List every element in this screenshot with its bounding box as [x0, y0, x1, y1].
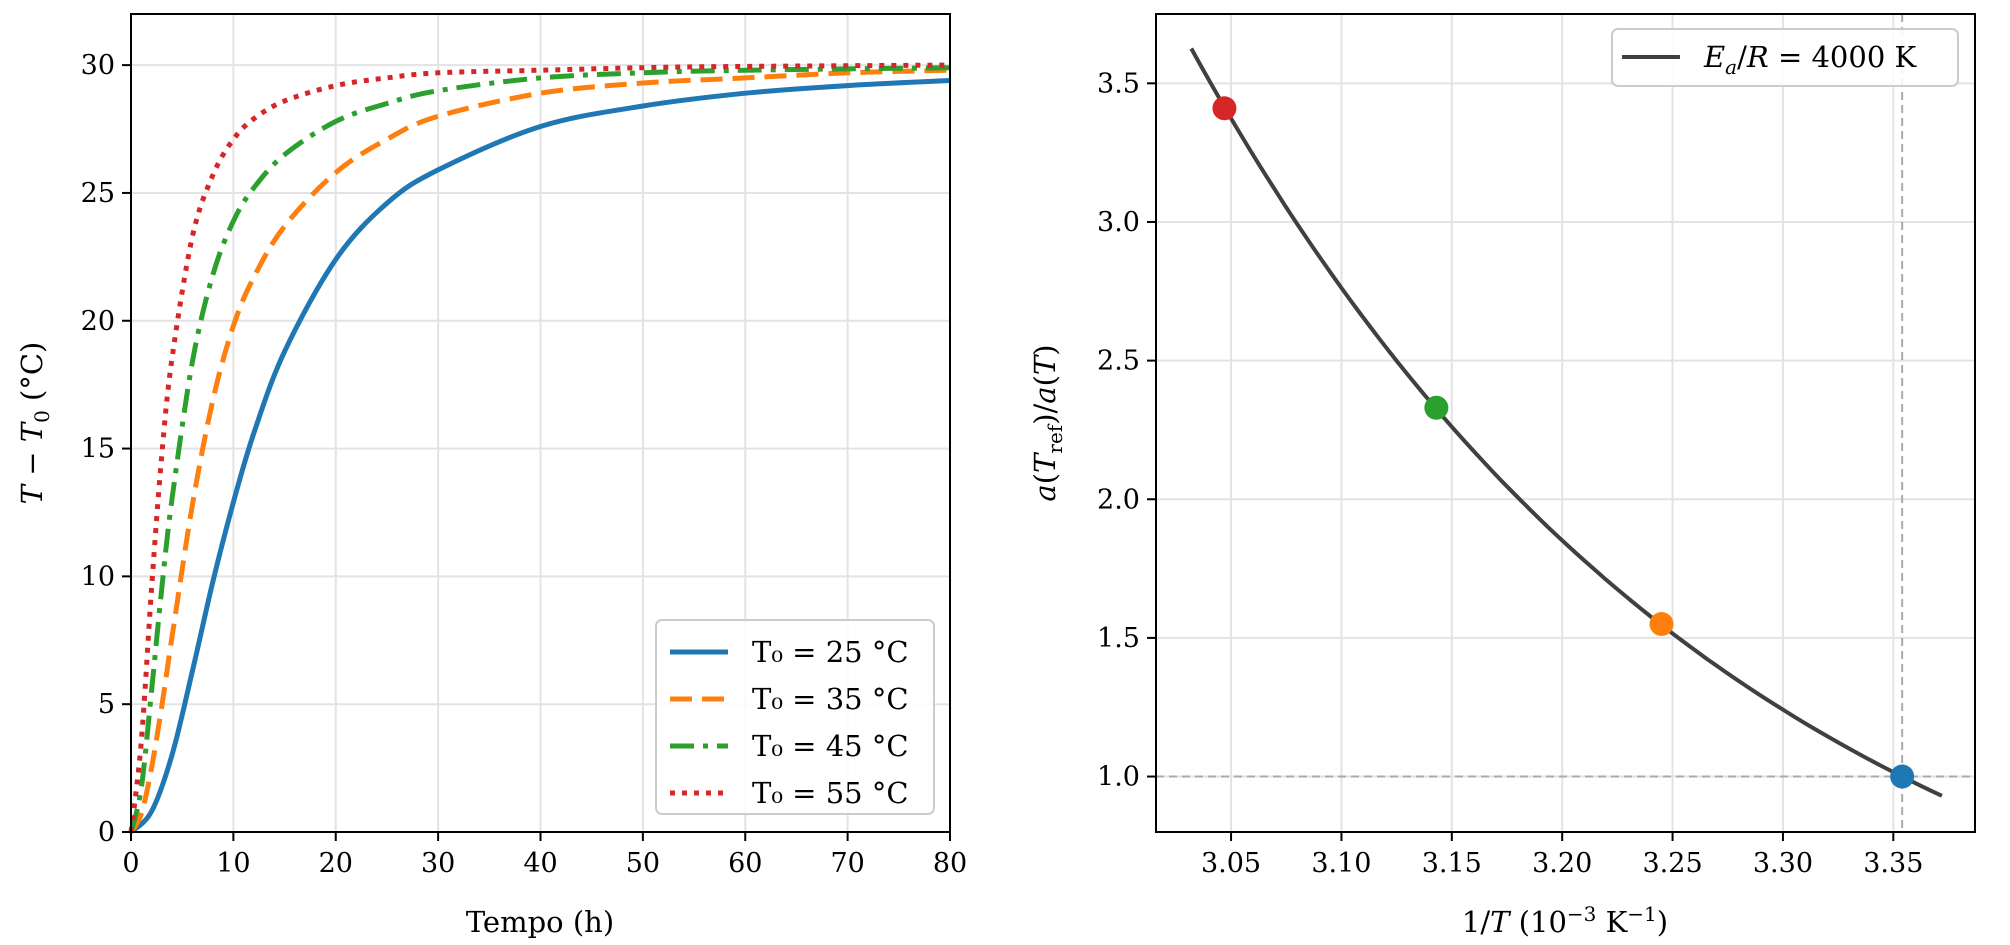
right-x-tick-label: 3.10 [1311, 848, 1371, 879]
right-x-tick-label: 3.15 [1422, 848, 1482, 879]
left-legend-box [655, 619, 935, 815]
right-points-group [1212, 96, 1915, 789]
left-y-tick-label: 30 [81, 50, 115, 81]
left-series-group [128, 62, 951, 834]
left-y-axis-label: T − T0 (°C) [15, 342, 54, 505]
right-ticks: 3.05 3.10 3.15 3.20 3.25 3.30 3.35 1.0 1.5 2.0 2.5… [1097, 68, 1923, 879]
data-point-t0-35 [1649, 612, 1674, 637]
right-reference-lines [1156, 14, 1975, 832]
left-x-axis-label: Tempo (h) [466, 905, 614, 939]
right-panel: 3.05 3.10 3.15 3.20 3.25 3.30 3.35 1.0 1.5 2.0 2.5… [1028, 13, 1976, 939]
left-y-tick-label: 25 [81, 178, 115, 209]
left-y-tick-label: 10 [81, 561, 115, 592]
right-x-axis-label: 1/T (10−3 K−1) [1462, 902, 1668, 939]
right-y-tick-label: 2.0 [1097, 484, 1140, 515]
right-y-tick-label: 1.0 [1097, 762, 1140, 793]
data-point-t0-45 [1424, 395, 1449, 420]
left-y-tick-label: 15 [81, 434, 115, 465]
right-legend-box [1611, 28, 1959, 87]
left-ticks: 0 10 20 30 40 50 60 70 80 0 5 10 15 20 25 30 [81, 50, 968, 879]
right-legend: Ea/R = 4000 K [1611, 28, 1959, 87]
legend-label-t0-45: T₀ = 45 °C [752, 729, 909, 763]
right-x-tick-label: 3.30 [1753, 848, 1813, 879]
series-line-t0-25 [129, 78, 951, 834]
right-grid [1156, 14, 1975, 832]
left-x-tick-label: 10 [216, 848, 250, 879]
series-line-t0-35 [128, 67, 951, 834]
left-x-tick-label: 70 [830, 848, 864, 879]
left-legend: T₀ = 25 °C T₀ = 35 °C T₀ = 45 °C T₀ = 55 °C [655, 619, 935, 815]
right-y-tick-label: 3.5 [1097, 68, 1140, 99]
right-y-tick-label: 1.5 [1097, 623, 1140, 654]
left-x-tick-label: 40 [523, 848, 557, 879]
left-x-tick-label: 30 [421, 848, 455, 879]
right-x-tick-label: 3.25 [1643, 848, 1703, 879]
left-x-tick-label: 60 [728, 848, 762, 879]
series-line-t0-45 [128, 65, 951, 833]
legend-label-t0-25: T₀ = 25 °C [752, 635, 909, 669]
legend-label-t0-35: T₀ = 35 °C [752, 682, 909, 716]
left-x-tick-label: 20 [319, 848, 353, 879]
right-y-axis-label: a(Tref)/a(T) [1028, 344, 1067, 501]
left-y-tick-label: 5 [98, 689, 115, 720]
right-x-tick-label: 3.05 [1201, 848, 1261, 879]
data-point-t0-25 [1890, 764, 1915, 789]
legend-label-t0-55: T₀ = 55 °C [752, 776, 909, 810]
right-x-tick-label: 3.20 [1532, 848, 1592, 879]
right-curve-group [1189, 47, 1943, 798]
left-y-tick-label: 0 [98, 817, 115, 848]
series-line-t0-55 [128, 62, 951, 833]
right-x-tick-label: 3.35 [1863, 848, 1923, 879]
data-point-t0-55 [1212, 96, 1237, 121]
right-y-tick-label: 2.5 [1097, 346, 1140, 377]
left-x-tick-label: 0 [122, 848, 139, 879]
right-axes-frame [1155, 13, 1976, 833]
left-x-tick-label: 80 [933, 848, 967, 879]
left-grid [130, 14, 951, 833]
right-legend-label: Ea/R = 4000 K [1703, 40, 1917, 79]
right-y-tick-label: 3.0 [1097, 207, 1140, 238]
left-x-tick-label: 50 [626, 848, 660, 879]
left-y-tick-label: 20 [81, 306, 115, 337]
arrhenius-curve [1189, 47, 1943, 798]
